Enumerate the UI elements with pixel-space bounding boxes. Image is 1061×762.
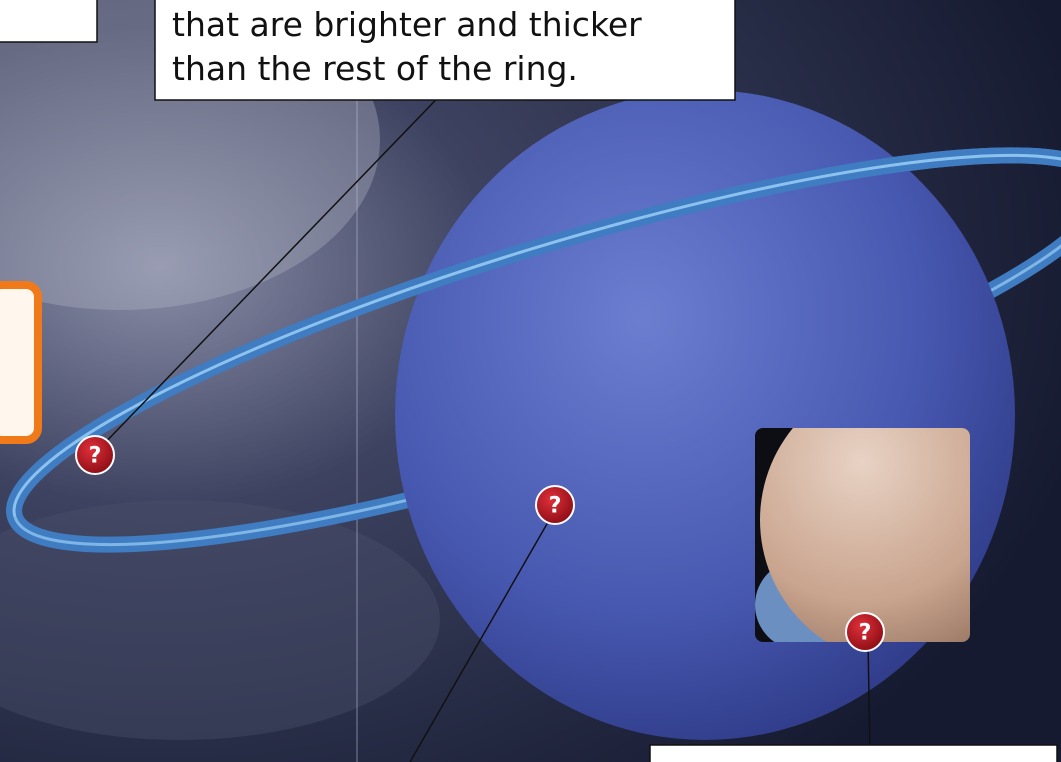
callout-text: than the rest of the ring. bbox=[172, 49, 578, 88]
callout-box bbox=[650, 745, 1057, 762]
side-tab[interactable] bbox=[0, 285, 38, 440]
planet bbox=[395, 90, 1015, 740]
hotspot[interactable]: ? bbox=[536, 486, 574, 524]
hotspot-label[interactable]: ? bbox=[859, 621, 872, 646]
page: that are brighter and thicker than the r… bbox=[0, 0, 1061, 762]
callout-box bbox=[0, 0, 97, 42]
hotspot-label[interactable]: ? bbox=[549, 494, 562, 519]
hotspot[interactable]: ? bbox=[846, 613, 884, 651]
hotspot[interactable]: ? bbox=[76, 436, 114, 474]
callout-text: that are brighter and thicker bbox=[172, 5, 642, 44]
hotspot-label[interactable]: ? bbox=[89, 444, 102, 469]
scene: that are brighter and thicker than the r… bbox=[0, 0, 1061, 762]
